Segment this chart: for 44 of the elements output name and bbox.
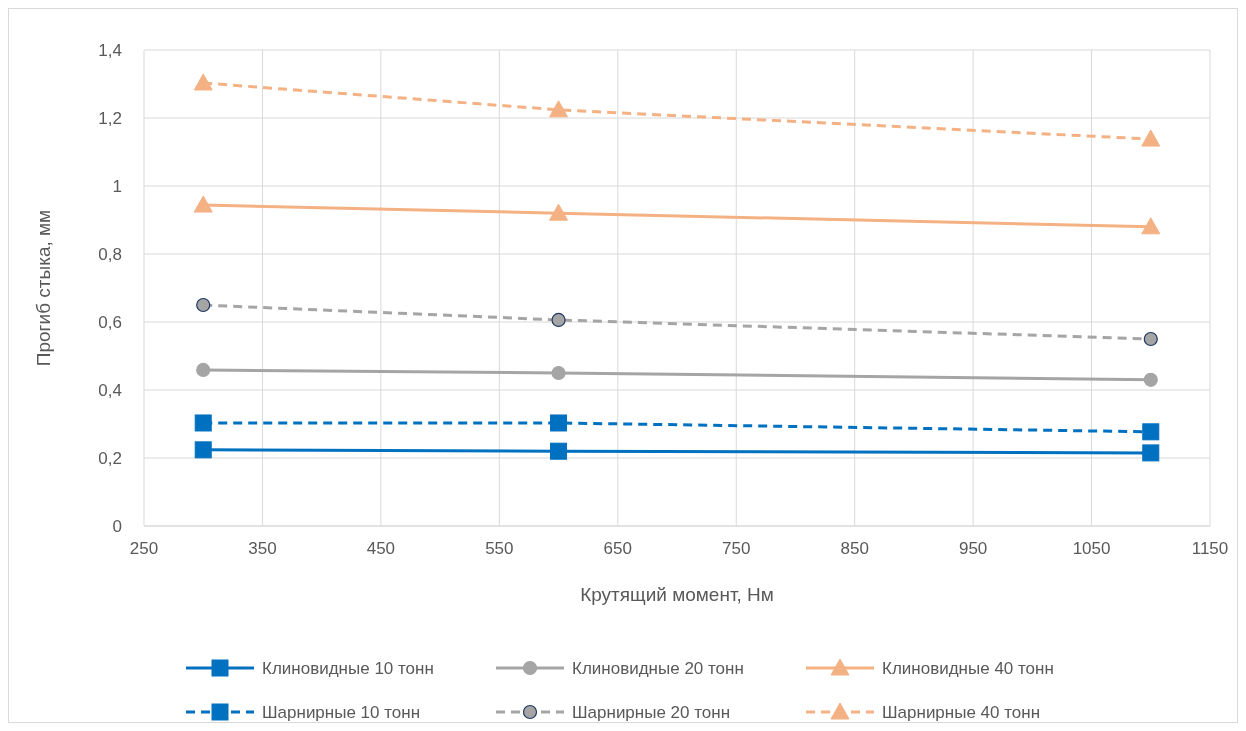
x-tick-label: 350 [248,539,277,558]
y-tick-label: 0,6 [98,313,122,332]
x-tick-label: 1150 [1191,539,1229,558]
point [196,362,211,378]
point [196,297,211,313]
point [549,100,569,118]
y-tick-label: 0,4 [98,381,122,400]
y-tick-label: 1,4 [98,41,122,60]
y-tick-label: 1 [112,177,122,196]
point [1141,129,1161,147]
point [193,195,213,213]
y-tick-label: 0 [112,517,122,536]
x-axis-title: Крутящий момент, Нм [580,584,774,605]
legend-label: Клиновидные 10 тонн [262,659,434,678]
y-tick-label: 0,8 [98,245,122,264]
x-tick-label: 250 [129,539,159,558]
point [1143,331,1158,347]
legend-label: Шарнирные 10 тонн [262,703,421,722]
point [550,442,568,460]
x-tick-label: 650 [603,539,632,558]
legend-label: Шарнирные 40 тонн [882,703,1041,722]
legend-label: Клиновидные 40 тонн [882,659,1054,678]
legend-label: Клиновидные 20 тонн [572,659,744,678]
point [549,203,569,221]
point [550,414,568,432]
point [1143,372,1158,387]
point [1142,423,1160,441]
x-tick-label: 450 [366,539,396,558]
x-tick-label: 550 [485,539,514,558]
legend-label: Шарнирные 20 тонн [572,703,731,722]
point [1141,217,1161,235]
point [551,365,566,381]
x-tick-label: 750 [722,539,751,558]
point [194,441,212,459]
point [1142,444,1160,462]
x-tick-label: 950 [958,539,988,558]
point [193,73,213,91]
x-tick-label: 1050 [1072,539,1111,558]
point [194,414,212,432]
y-tick-label: 1,2 [98,109,122,128]
y-tick-label: 0,2 [98,449,122,468]
y-axis-title: Прогиб стыка, мм [33,209,54,367]
point [551,312,566,328]
x-tick-label: 850 [840,539,869,558]
